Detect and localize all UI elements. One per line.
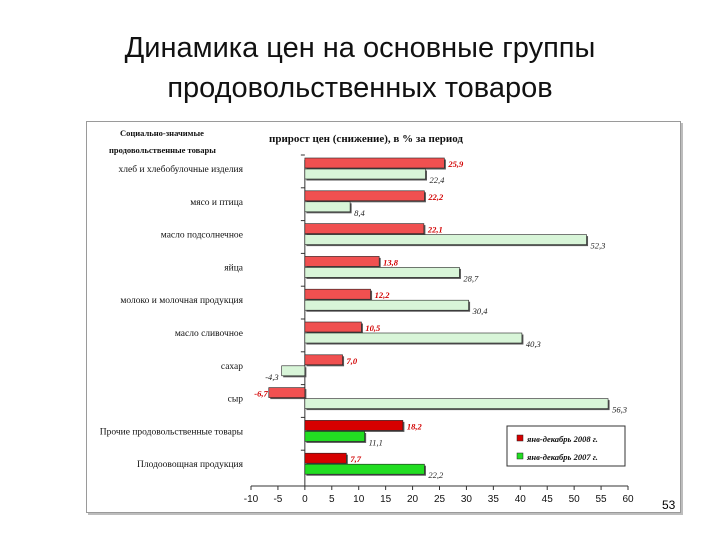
category-header-line-2: продовольственные товары (109, 145, 216, 155)
bar-2008 (304, 223, 425, 234)
x-tick-label: 55 (596, 494, 608, 505)
category-label: хлеб и хлебобулочные изделия (119, 164, 244, 175)
data-label-2008: 7,7 (350, 454, 361, 464)
x-tick-label: 45 (542, 494, 554, 505)
category-label: яйца (224, 262, 244, 273)
data-label-2008: 22,1 (427, 225, 443, 235)
data-label-2007: -4,3 (265, 372, 278, 382)
slide-title-line-2: продовольственных товаров (167, 72, 553, 104)
x-tick-label: -10 (244, 494, 259, 505)
bar-2008 (304, 321, 362, 333)
bar-2007 (304, 332, 523, 344)
data-label-2008: 10,5 (365, 323, 381, 333)
data-label-2007: 52,3 (591, 241, 606, 251)
bar-2008 (304, 157, 445, 169)
x-tick-label: 5 (329, 494, 335, 505)
bar-2008 (304, 190, 425, 202)
legend-swatch (516, 434, 524, 442)
slide-title: Динамика цен на основные группы продовол… (0, 28, 720, 108)
bar-2007 (304, 168, 426, 180)
legend-label: янв-декабрь 2007 г. (526, 452, 598, 462)
data-label-2007: 28,7 (463, 273, 479, 283)
data-label-2007: 56,3 (612, 405, 627, 415)
category-label: сахар (221, 362, 243, 372)
legend-box (506, 425, 626, 467)
x-tick-label: -5 (273, 494, 282, 505)
data-label-2008: 18,2 (407, 421, 423, 431)
bar-2007 (304, 431, 365, 442)
category-label: Плодоовощная продукция (137, 460, 244, 470)
slide-title-line-1: Динамика цен на основные группы (124, 32, 596, 64)
x-tick-label: 15 (380, 494, 392, 505)
bar-2008 (304, 288, 371, 300)
category-label: масло сливочное (175, 329, 243, 339)
data-label-2008: -6,7 (254, 389, 268, 399)
bar-2008 (304, 256, 380, 267)
bar-2007 (281, 365, 306, 377)
data-label-2007: 40,3 (526, 339, 541, 349)
price-growth-chart: Социально-значимые продовольственные тов… (100, 128, 634, 505)
category-label: мясо и птица (190, 198, 244, 208)
bar-2008 (304, 354, 343, 366)
bar-2008 (304, 452, 347, 464)
bar-2007 (304, 267, 460, 278)
x-tick-label: 20 (407, 494, 419, 505)
data-label-2008: 12,2 (375, 290, 391, 300)
category-label: масло подсолнечное (161, 231, 243, 241)
chart-title: прирост цен (снижение), в % за период (269, 133, 463, 145)
legend: янв-декабрь 2008 г. янв-декабрь 2007 г. (506, 425, 626, 467)
data-label-2007: 8,4 (354, 208, 365, 218)
x-tick-label: 10 (353, 494, 365, 505)
data-label-2008: 7,0 (347, 356, 358, 366)
category-label: сыр (228, 395, 244, 405)
x-tick-label: 60 (622, 494, 634, 505)
x-tick-label: 30 (461, 494, 473, 505)
data-label-2008: 25,9 (447, 159, 464, 169)
data-label-2008: 13,8 (383, 257, 399, 267)
legend-swatch (516, 452, 524, 460)
category-label: молоко и молочная продукция (120, 296, 243, 306)
x-tick-label: 50 (569, 494, 581, 505)
bar-2007 (304, 299, 469, 311)
data-label-2007: 22,2 (428, 470, 444, 480)
category-header-line-1: Социально-значимые (120, 128, 204, 138)
bar-2007 (304, 201, 351, 213)
bar-2008 (304, 420, 404, 431)
x-tick-label: 25 (434, 494, 446, 505)
bar-2007 (304, 234, 587, 245)
category-label: Прочие продовольственные товары (100, 427, 244, 437)
bar-2007 (304, 463, 425, 475)
chart-frame: Социально-значимые продовольственные тов… (86, 121, 681, 513)
bar-2007 (304, 398, 609, 409)
x-tick-label: 35 (488, 494, 500, 505)
data-label-2007: 11,1 (369, 437, 383, 447)
page-number: 53 (662, 498, 676, 512)
x-tick-label: 40 (515, 494, 527, 505)
data-label-2008: 22,2 (427, 192, 444, 202)
data-label-2007: 30,4 (472, 306, 489, 316)
x-tick-label: 0 (302, 494, 308, 505)
data-label-2007: 22,4 (429, 175, 445, 185)
legend-label: янв-декабрь 2008 г. (526, 434, 598, 444)
bar-2008 (268, 387, 306, 398)
